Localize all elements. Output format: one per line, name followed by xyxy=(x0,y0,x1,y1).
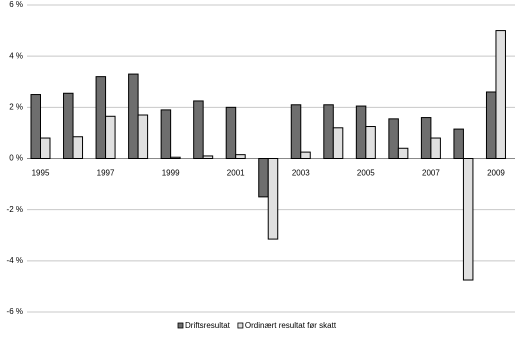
y-tick-label: 0 % xyxy=(9,154,23,163)
bar xyxy=(323,104,334,159)
bar xyxy=(63,92,74,159)
bar xyxy=(267,158,279,240)
y-tick-label: -4 % xyxy=(7,256,23,265)
bar xyxy=(128,73,139,159)
y-tick-label: -2 % xyxy=(7,205,23,214)
legend-label: Ordinært resultat før skatt xyxy=(245,321,337,330)
bar xyxy=(170,156,181,160)
y-tick-label: 2 % xyxy=(9,102,23,111)
bar xyxy=(388,118,399,159)
bar xyxy=(160,109,172,160)
bar xyxy=(40,137,51,160)
x-tick-label: 2007 xyxy=(422,169,440,178)
bar xyxy=(30,94,41,159)
bar xyxy=(137,114,149,159)
bar xyxy=(355,105,367,160)
bar xyxy=(300,151,311,160)
bar xyxy=(462,158,474,281)
bar xyxy=(495,30,506,159)
x-tick-label: 1995 xyxy=(32,169,50,178)
bar xyxy=(332,127,344,160)
bar xyxy=(235,154,246,160)
bar xyxy=(365,126,376,160)
legend-label: Driftsresultat xyxy=(185,321,231,330)
y-tick-label: 6 % xyxy=(9,0,23,9)
bar xyxy=(193,100,204,159)
x-tick-label: 2003 xyxy=(292,169,310,178)
bar xyxy=(72,136,84,159)
bar xyxy=(258,158,269,198)
x-tick-label: 2001 xyxy=(227,169,245,178)
bar xyxy=(485,91,497,159)
bar xyxy=(202,155,214,159)
legend-swatch xyxy=(237,322,244,329)
bar xyxy=(290,104,302,159)
bar xyxy=(225,106,237,160)
y-tick-label: -6 % xyxy=(7,307,23,316)
y-tick-label: 4 % xyxy=(9,51,23,60)
bar xyxy=(420,117,432,159)
legend-swatch xyxy=(177,322,184,329)
x-tick-label: 2005 xyxy=(357,169,375,178)
bar xyxy=(430,137,441,160)
bar xyxy=(105,115,116,159)
bar xyxy=(95,76,107,159)
x-tick-label: 2009 xyxy=(487,169,505,178)
x-tick-label: 1999 xyxy=(162,169,180,178)
x-tick-label: 1997 xyxy=(97,169,115,178)
bar xyxy=(397,147,409,159)
bar xyxy=(453,128,464,159)
